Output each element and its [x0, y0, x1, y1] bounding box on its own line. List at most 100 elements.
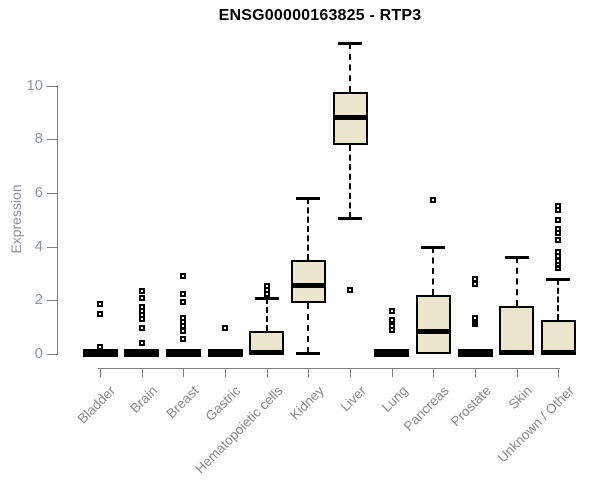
upper-whisker-line	[515, 257, 518, 306]
outlier-point	[180, 298, 187, 305]
lower-whisker-cap	[296, 351, 321, 355]
outlier-point	[555, 236, 562, 243]
upper-whisker-cap	[254, 296, 279, 300]
x-tick-mark	[225, 368, 226, 377]
y-tick-mark	[47, 85, 57, 87]
outlier-point	[180, 273, 187, 280]
outlier-point	[472, 321, 478, 328]
outlier-point	[138, 294, 145, 301]
y-tick-mark	[47, 192, 57, 194]
outlier-point	[138, 316, 145, 323]
flat-box	[82, 348, 118, 357]
flat-box	[457, 348, 493, 357]
outlier-point	[138, 325, 145, 332]
median-line	[540, 350, 576, 355]
x-tick-mark	[558, 368, 560, 377]
outlier-point	[472, 281, 478, 288]
x-tick-mark	[475, 368, 476, 377]
outlier-point	[555, 230, 562, 237]
x-tick-label: Lung	[378, 383, 411, 415]
x-tick-mark	[100, 368, 101, 377]
lower-whisker-line	[349, 144, 351, 219]
median-line	[332, 115, 368, 121]
x-tick-mark	[266, 368, 268, 377]
outlier-point	[138, 287, 145, 294]
outlier-point	[555, 252, 562, 259]
y-tick-label: 8	[34, 130, 43, 148]
x-tick-label: Bladder	[75, 383, 119, 427]
y-tick-label: 4	[34, 237, 43, 255]
x-tick-mark	[391, 368, 393, 377]
y-tick-mark	[47, 354, 57, 355]
flat-box	[124, 348, 160, 357]
x-tick-label: Brain	[127, 383, 161, 416]
lower-whisker-line	[307, 302, 310, 353]
upper-whisker-line	[307, 198, 310, 261]
x-tick-mark	[350, 368, 351, 377]
median-line	[499, 350, 535, 355]
outlier-point	[97, 310, 103, 317]
upper-whisker-cap	[338, 41, 362, 45]
outlier-point	[222, 325, 228, 332]
x-tick-label: Prostate	[447, 383, 494, 430]
flat-box	[165, 348, 201, 357]
x-axis-line	[98, 368, 560, 369]
outlier-point	[555, 216, 562, 223]
outlier-point	[388, 317, 395, 324]
outlier-point	[472, 275, 478, 282]
box	[540, 320, 576, 354]
median-line	[290, 283, 326, 289]
upper-whisker-cap	[546, 277, 571, 281]
x-tick-label: Gastric	[202, 383, 244, 424]
outlier-point	[347, 286, 353, 293]
outlier-point	[138, 340, 145, 347]
x-tick-mark	[141, 368, 143, 377]
outlier-point	[555, 207, 562, 214]
x-tick-label: Kidney	[287, 383, 327, 423]
upper-whisker-line	[349, 42, 351, 93]
y-tick-label: 2	[34, 291, 43, 309]
upper-whisker-line	[557, 278, 560, 321]
box	[415, 294, 451, 354]
lower-whisker-cap	[338, 217, 362, 221]
outlier-point	[180, 322, 187, 329]
upper-whisker-cap	[504, 256, 529, 260]
outlier-point	[180, 328, 187, 335]
outlier-point	[180, 336, 187, 343]
x-tick-mark	[433, 368, 435, 377]
chart-title: ENSG00000163825 - RTP3	[218, 7, 422, 24]
y-tick-mark	[47, 300, 57, 302]
upper-whisker-line	[265, 297, 268, 332]
outlier-point	[388, 326, 395, 333]
y-tick-label: 10	[26, 76, 43, 94]
x-tick-label: Unknown / Other	[494, 383, 577, 466]
upper-whisker-line	[432, 246, 435, 295]
y-tick-label: 6	[34, 183, 43, 201]
x-tick-mark	[516, 368, 518, 377]
outlier-point	[97, 344, 103, 351]
x-tick-label: Breast	[163, 383, 202, 422]
box	[290, 260, 326, 303]
outlier-point	[555, 265, 562, 272]
x-tick-label: Skin	[506, 383, 536, 413]
outlier-point	[97, 301, 103, 308]
x-tick-mark	[183, 368, 185, 377]
outlier-point	[180, 290, 187, 297]
median-line	[415, 328, 451, 334]
outlier-point	[388, 308, 395, 315]
flat-box	[207, 348, 243, 357]
x-tick-mark	[308, 368, 310, 377]
median-line	[249, 350, 285, 355]
box	[499, 305, 535, 354]
y-tick-label: 0	[34, 345, 43, 362]
y-tick-mark	[47, 246, 57, 248]
flat-box	[374, 348, 410, 357]
y-axis-line	[57, 85, 58, 355]
outlier-point	[263, 290, 270, 297]
y-tick-mark	[47, 139, 57, 141]
outlier-point	[430, 196, 437, 203]
upper-whisker-cap	[421, 245, 446, 249]
x-tick-label: Liver	[337, 383, 369, 415]
